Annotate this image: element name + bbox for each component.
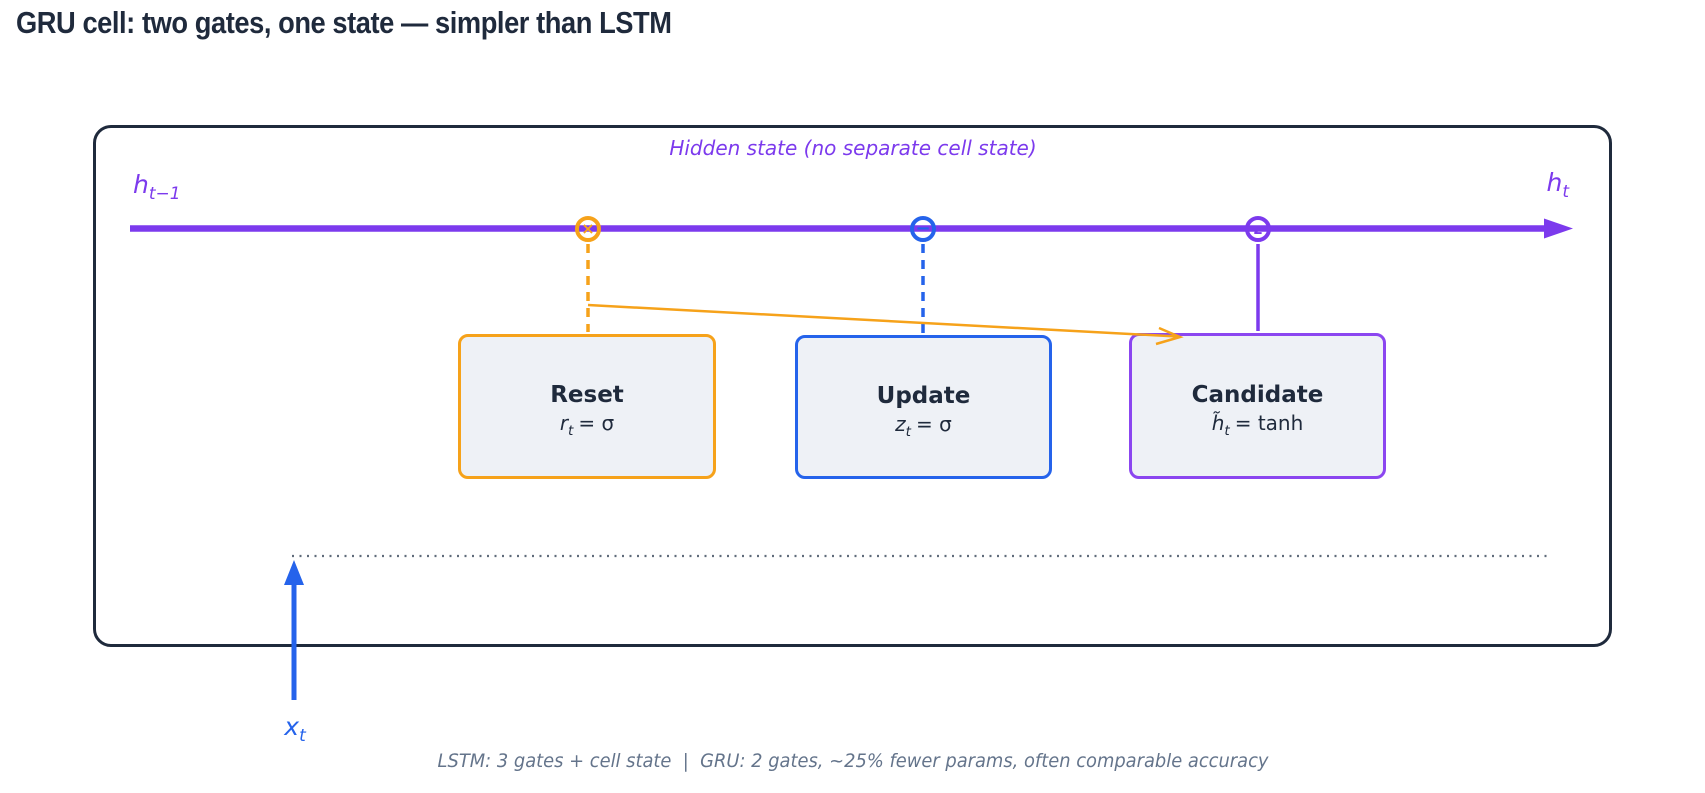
update-gate-box: Update zt = σ: [795, 335, 1052, 479]
hidden-state-caption: Hidden state (no separate cell state): [669, 136, 1037, 160]
next-label-var: h: [1546, 168, 1563, 197]
candidate-title: Candidate: [1191, 381, 1324, 408]
candidate-box: Candidate h̃t = tanh: [1129, 333, 1386, 479]
reset-gate-title: Reset: [550, 382, 624, 408]
input-label: xt: [270, 712, 320, 746]
reset-gate-marker-icon: ×: [575, 216, 601, 242]
page-title: GRU cell: two gates, one state — simpler…: [16, 5, 672, 40]
hidden-state-prev-label: ht−1: [133, 170, 181, 204]
update-gate-glyph: −: [915, 218, 931, 239]
input-label-sub: t: [299, 726, 306, 746]
reset-formula-sub: t: [568, 423, 574, 439]
update-formula-sub: t: [905, 423, 912, 440]
candidate-formula: h̃t = tanh: [1212, 411, 1304, 439]
candidate-formula-var: h̃: [1211, 410, 1225, 435]
update-gate-formula: zt = σ: [895, 412, 952, 440]
prev-label-sub: t−1: [148, 184, 181, 204]
prev-label-var: h: [133, 170, 149, 199]
candidate-mix-marker-icon: z: [1245, 216, 1271, 242]
input-label-var: x: [284, 712, 300, 741]
candidate-mix-glyph: z: [1253, 219, 1263, 238]
reset-gate-glyph: ×: [581, 219, 595, 238]
update-formula-var: z: [895, 411, 906, 436]
candidate-formula-rhs: = tanh: [1234, 410, 1304, 435]
update-formula-rhs: = σ: [916, 411, 952, 436]
reset-gate-formula: rt = σ: [560, 411, 614, 439]
comparison-footnote: LSTM: 3 gates + cell state | GRU: 2 gate…: [437, 750, 1269, 772]
candidate-formula-sub: t: [1224, 422, 1230, 439]
reset-gate-box: Reset rt = σ: [458, 334, 716, 479]
next-label-sub: t: [1562, 182, 1569, 202]
reset-formula-var: r: [559, 411, 569, 435]
reset-formula-rhs: = σ: [578, 411, 615, 435]
update-gate-title: Update: [876, 382, 971, 409]
update-gate-marker-icon: −: [910, 216, 936, 242]
hidden-state-next-label: ht: [1519, 168, 1569, 202]
